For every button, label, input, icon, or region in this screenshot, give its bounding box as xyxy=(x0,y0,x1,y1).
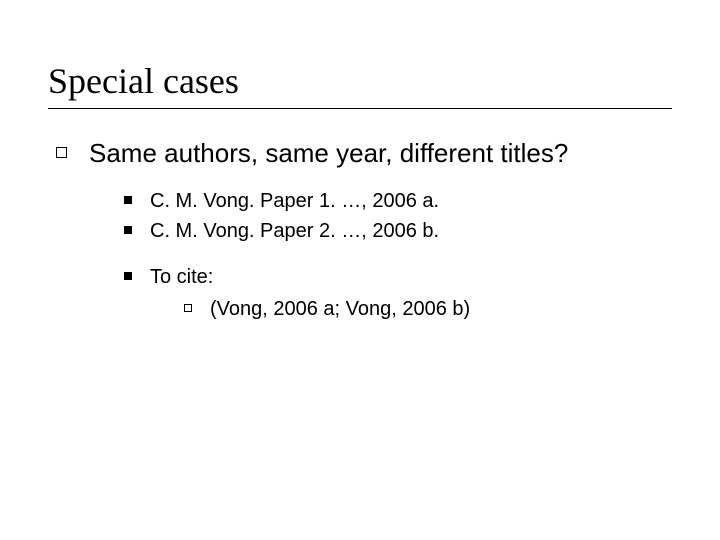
hollow-square-icon xyxy=(56,147,67,158)
list-item-l1: Same authors, same year, different title… xyxy=(56,137,672,170)
l2-text-2: To cite: xyxy=(150,264,213,290)
l3-list: (Vong, 2006 a; Vong, 2006 b) xyxy=(56,296,672,322)
slide-title: Special cases xyxy=(48,60,672,109)
title-container: Special cases xyxy=(0,0,720,119)
list-item-l2: C. M. Vong. Paper 2. …, 2006 b. xyxy=(124,218,672,244)
filled-square-icon xyxy=(124,226,132,234)
list-item-l3: (Vong, 2006 a; Vong, 2006 b) xyxy=(184,296,672,322)
l3-text: (Vong, 2006 a; Vong, 2006 b) xyxy=(210,296,470,322)
l2-text-1: C. M. Vong. Paper 2. …, 2006 b. xyxy=(150,218,439,244)
list-item-l2: To cite: xyxy=(124,264,672,290)
slide-content: Same authors, same year, different title… xyxy=(0,119,720,322)
filled-square-icon xyxy=(124,272,132,280)
spacer xyxy=(124,248,672,264)
l1-text: Same authors, same year, different title… xyxy=(89,137,568,170)
filled-square-icon xyxy=(124,196,132,204)
l2-list: C. M. Vong. Paper 1. …, 2006 a. C. M. Vo… xyxy=(56,188,672,290)
slide: Special cases Same authors, same year, d… xyxy=(0,0,720,540)
hollow-square-icon xyxy=(184,304,192,312)
l2-text-0: C. M. Vong. Paper 1. …, 2006 a. xyxy=(150,188,439,214)
list-item-l2: C. M. Vong. Paper 1. …, 2006 a. xyxy=(124,188,672,214)
